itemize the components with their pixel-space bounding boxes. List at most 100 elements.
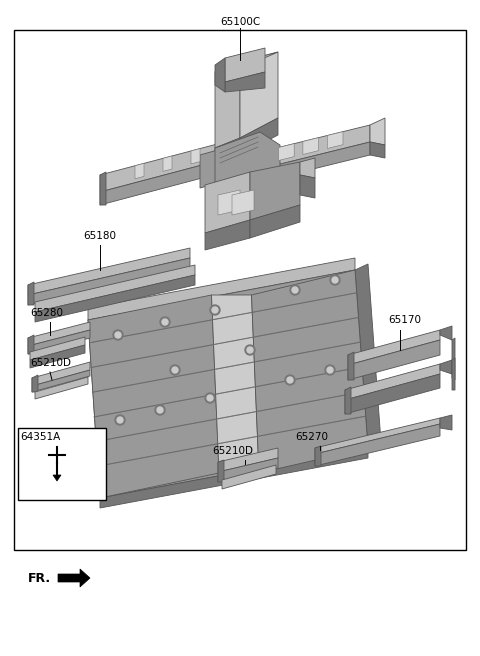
Polygon shape: [212, 295, 259, 473]
Circle shape: [210, 305, 220, 315]
Polygon shape: [35, 275, 195, 322]
Circle shape: [160, 317, 170, 327]
Polygon shape: [370, 118, 385, 145]
Circle shape: [115, 415, 125, 425]
Polygon shape: [28, 330, 90, 354]
Text: FR.: FR.: [28, 571, 51, 584]
Polygon shape: [191, 148, 200, 164]
Polygon shape: [32, 375, 38, 392]
Polygon shape: [215, 62, 240, 148]
Text: 65270: 65270: [295, 432, 328, 442]
Polygon shape: [215, 52, 278, 72]
Text: 65280: 65280: [30, 308, 63, 318]
Polygon shape: [248, 125, 370, 172]
Circle shape: [207, 395, 213, 401]
Text: 64351A: 64351A: [20, 432, 60, 442]
Polygon shape: [215, 132, 280, 185]
Polygon shape: [222, 465, 276, 489]
Circle shape: [115, 332, 121, 338]
Polygon shape: [88, 258, 355, 320]
Polygon shape: [452, 358, 455, 390]
Polygon shape: [452, 338, 455, 380]
Polygon shape: [300, 175, 315, 198]
Polygon shape: [28, 322, 90, 346]
Circle shape: [292, 287, 298, 293]
Circle shape: [155, 405, 165, 415]
Polygon shape: [440, 360, 452, 374]
Polygon shape: [370, 142, 385, 158]
Polygon shape: [100, 172, 106, 205]
Polygon shape: [28, 258, 190, 305]
Circle shape: [205, 393, 215, 403]
Polygon shape: [205, 172, 250, 233]
Text: 65210D: 65210D: [30, 358, 71, 368]
Polygon shape: [215, 58, 225, 92]
Bar: [18, 428, 106, 500]
Polygon shape: [315, 418, 440, 454]
Polygon shape: [250, 205, 300, 238]
Polygon shape: [248, 142, 370, 185]
Polygon shape: [232, 190, 254, 215]
Polygon shape: [218, 460, 224, 482]
Polygon shape: [135, 163, 144, 178]
Polygon shape: [348, 352, 354, 380]
Polygon shape: [345, 387, 351, 414]
Polygon shape: [225, 72, 265, 92]
Polygon shape: [163, 156, 172, 171]
Polygon shape: [218, 190, 240, 215]
Polygon shape: [315, 446, 321, 466]
Circle shape: [172, 367, 178, 373]
Polygon shape: [300, 158, 315, 178]
Circle shape: [170, 365, 180, 375]
Polygon shape: [58, 569, 90, 587]
Polygon shape: [303, 138, 319, 155]
Polygon shape: [278, 144, 294, 161]
Polygon shape: [250, 162, 300, 220]
Polygon shape: [30, 337, 85, 360]
Polygon shape: [205, 220, 250, 250]
Polygon shape: [345, 374, 440, 414]
Circle shape: [330, 275, 340, 285]
Circle shape: [245, 345, 255, 355]
Polygon shape: [440, 326, 452, 340]
Polygon shape: [215, 138, 240, 165]
Polygon shape: [440, 415, 452, 430]
Polygon shape: [100, 448, 368, 508]
Text: 65180: 65180: [83, 231, 116, 241]
Polygon shape: [53, 475, 61, 481]
Circle shape: [157, 407, 163, 413]
Text: 65170: 65170: [388, 315, 421, 325]
Polygon shape: [88, 295, 219, 498]
Polygon shape: [345, 364, 440, 400]
Text: 65100C: 65100C: [220, 17, 260, 27]
Circle shape: [117, 417, 123, 423]
Polygon shape: [28, 335, 34, 354]
Polygon shape: [30, 345, 85, 368]
Polygon shape: [200, 138, 260, 188]
Polygon shape: [28, 248, 190, 295]
Circle shape: [287, 377, 293, 383]
Polygon shape: [240, 118, 278, 155]
Circle shape: [325, 365, 335, 375]
Polygon shape: [348, 330, 440, 365]
Circle shape: [113, 330, 123, 340]
Polygon shape: [32, 370, 90, 392]
Polygon shape: [225, 48, 265, 82]
Polygon shape: [327, 132, 343, 148]
Polygon shape: [252, 270, 368, 473]
Polygon shape: [218, 448, 278, 472]
Circle shape: [327, 367, 333, 373]
Polygon shape: [88, 270, 368, 498]
Polygon shape: [348, 340, 440, 380]
Circle shape: [247, 347, 253, 353]
Circle shape: [212, 307, 218, 313]
Polygon shape: [355, 264, 381, 448]
Circle shape: [285, 375, 295, 385]
Circle shape: [162, 319, 168, 325]
Polygon shape: [100, 155, 240, 205]
Polygon shape: [32, 362, 90, 386]
Polygon shape: [28, 282, 34, 305]
Polygon shape: [240, 52, 278, 138]
Polygon shape: [315, 424, 440, 466]
Polygon shape: [35, 377, 88, 399]
